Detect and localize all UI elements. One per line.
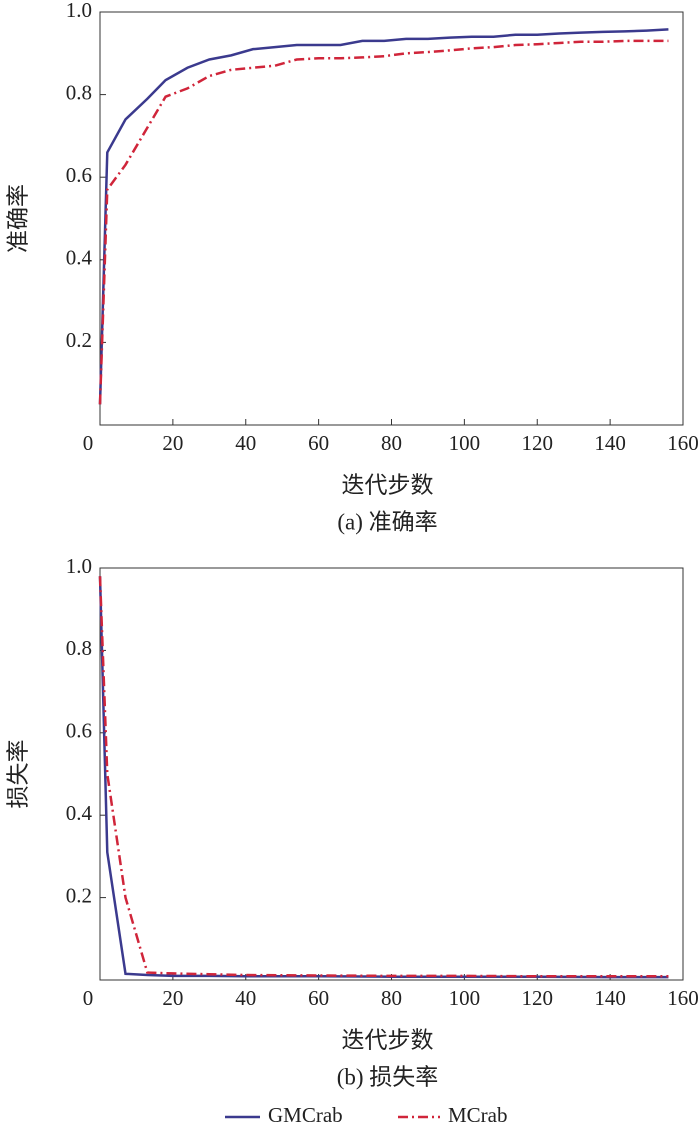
x-tick-label: 80 [381, 431, 402, 455]
x-tick-label: 120 [522, 986, 554, 1010]
x-tick-label: 60 [308, 431, 329, 455]
x-tick-label: 40 [235, 431, 256, 455]
x-tick-label: 20 [162, 431, 183, 455]
x-tick-label: 140 [594, 986, 626, 1010]
y-tick-label: 0.8 [66, 636, 92, 660]
x-tick-label: 0 [83, 986, 94, 1010]
x-tick-label: 140 [594, 431, 626, 455]
legend-label: GMCrab [268, 1103, 343, 1127]
x-tick-label: 160 [667, 431, 699, 455]
legend-label: MCrab [448, 1103, 508, 1127]
y-axis-label: 损失率 [5, 740, 30, 809]
x-tick-label: 100 [449, 431, 481, 455]
caption: (b) 损失率 [337, 1064, 439, 1089]
plot-frame [99, 11, 684, 426]
y-tick-label: 0.4 [66, 801, 93, 825]
x-axis-label: 迭代步数 [342, 472, 434, 497]
y-tick-label: 0.6 [66, 719, 92, 743]
x-tick-label: 60 [308, 986, 329, 1010]
line-series [98, 576, 669, 978]
y-tick-label: 1.0 [66, 0, 92, 22]
y-tick-label: 0.2 [66, 328, 92, 352]
y-tick-label: 0.6 [66, 163, 92, 187]
x-tick-label: 0 [83, 431, 94, 455]
x-tick-label: 40 [235, 986, 256, 1010]
y-tick-label: 0.2 [66, 883, 92, 907]
y-tick-label: 0.4 [66, 246, 93, 270]
line-series [98, 28, 669, 405]
y-axis-label: 准确率 [5, 184, 30, 253]
line-series [98, 39, 669, 405]
x-tick-label: 160 [667, 986, 699, 1010]
x-tick-label: 80 [381, 986, 402, 1010]
x-axis-label: 迭代步数 [342, 1027, 434, 1052]
plot-frame [99, 567, 684, 981]
x-tick-label: 120 [522, 431, 554, 455]
y-tick-label: 1.0 [66, 554, 92, 578]
y-tick-label: 0.8 [66, 80, 92, 104]
x-tick-label: 20 [162, 986, 183, 1010]
line-series [98, 576, 669, 979]
x-tick-label: 100 [449, 986, 481, 1010]
caption: (a) 准确率 [337, 509, 437, 534]
